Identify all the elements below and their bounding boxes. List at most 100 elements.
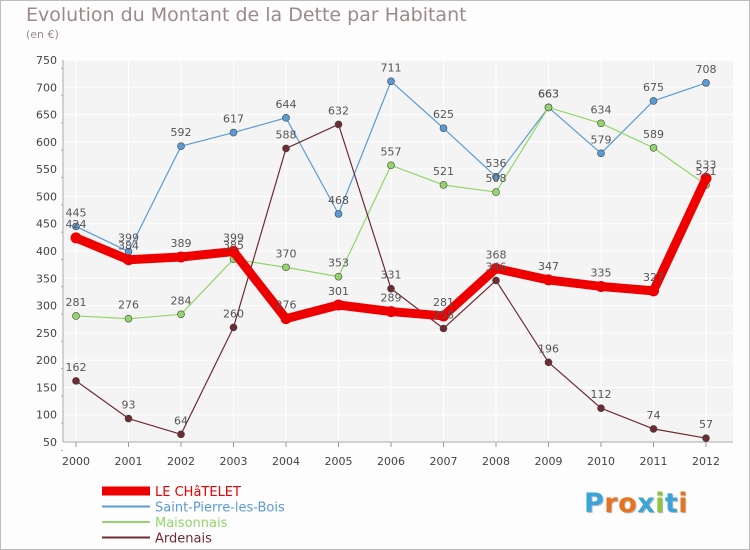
data-label: 327	[643, 271, 664, 284]
y-tick-label: 100	[36, 409, 57, 422]
x-tick-label: 2009	[535, 455, 563, 468]
data-label: 74	[647, 409, 661, 422]
data-label: 162	[66, 361, 87, 374]
data-label: 335	[591, 266, 612, 279]
logo-letter: P	[584, 488, 605, 519]
data-label: 644	[276, 98, 297, 111]
data-label: 284	[171, 294, 192, 307]
data-label: 579	[591, 133, 612, 146]
x-tick-label: 2010	[587, 455, 615, 468]
data-label: 57	[699, 418, 713, 431]
data-label: 675	[643, 81, 664, 94]
data-label: 663	[538, 87, 559, 100]
data-label: 93	[122, 399, 136, 412]
x-tick-label: 2003	[220, 455, 248, 468]
data-label: 445	[66, 206, 87, 219]
data-label: 424	[66, 218, 87, 231]
data-point	[333, 299, 344, 311]
data-label: 521	[696, 165, 717, 178]
proxiti-logo: Proxiti	[584, 488, 688, 519]
logo-letter: i	[655, 488, 665, 519]
data-label: 385	[223, 239, 244, 252]
x-tick-label: 2006	[377, 455, 405, 468]
y-tick-label: 600	[36, 136, 57, 149]
y-tick-label: 300	[36, 300, 57, 313]
data-point	[490, 262, 502, 274]
x-tick-label: 2007	[430, 455, 458, 468]
data-point	[597, 404, 605, 412]
data-point	[439, 324, 448, 333]
y-tick-label: 200	[36, 354, 57, 367]
data-label: 276	[118, 299, 139, 312]
y-tick-label: 450	[36, 218, 57, 231]
logo-letter: i	[678, 488, 689, 519]
data-point	[282, 263, 290, 272]
data-label: 347	[538, 260, 559, 273]
data-point	[229, 128, 238, 137]
data-point	[544, 358, 553, 367]
data-point	[123, 254, 134, 266]
legend-label: Maisonnais	[155, 516, 228, 531]
data-point	[649, 97, 658, 105]
y-tick-label: 50	[43, 436, 57, 449]
y-tick-label: 500	[36, 190, 57, 203]
data-label: 588	[276, 128, 297, 141]
data-label: 708	[696, 63, 717, 76]
y-tick-label: 350	[36, 272, 57, 285]
data-point	[177, 310, 185, 319]
legend-label: Saint-Pierre-les-Bois	[155, 501, 285, 516]
data-label: 346	[486, 260, 507, 273]
data-point	[282, 144, 290, 153]
data-point	[543, 274, 554, 286]
data-point	[334, 210, 343, 218]
data-point	[70, 232, 82, 244]
chart-title: Evolution du Montant de la Dette par Hab…	[26, 4, 467, 26]
data-point	[648, 285, 659, 297]
y-tick-label: 650	[36, 109, 57, 122]
data-point	[72, 222, 80, 231]
data-label: 557	[381, 145, 402, 158]
y-tick-label: 550	[36, 163, 57, 176]
data-label: 368	[486, 248, 507, 261]
data-point	[387, 161, 395, 170]
x-tick-label: 2002	[167, 455, 195, 468]
data-point	[595, 280, 607, 292]
data-label: 536	[486, 157, 507, 170]
data-label: 384	[118, 240, 139, 253]
data-label: 389	[171, 237, 192, 250]
logo-letter: o	[618, 488, 638, 519]
data-label: 399	[118, 232, 139, 245]
data-point	[492, 276, 500, 285]
data-point	[175, 251, 187, 263]
data-label: 592	[171, 126, 192, 139]
data-point	[228, 246, 239, 258]
data-label: 260	[223, 307, 244, 320]
data-label: 521	[433, 165, 454, 178]
chart-subtitle: (en €)	[26, 28, 59, 41]
data-point	[282, 114, 290, 122]
data-point	[700, 172, 712, 184]
data-point	[702, 434, 710, 442]
data-label: 625	[433, 108, 454, 121]
data-label: 281	[433, 296, 454, 309]
data-label: 112	[591, 388, 612, 401]
data-label: 617	[223, 113, 244, 126]
data-point	[492, 172, 500, 181]
data-label: 289	[381, 292, 402, 305]
x-tick-label: 2008	[482, 455, 510, 468]
data-label: 370	[276, 247, 297, 260]
logo-letter: r	[604, 488, 619, 519]
data-point	[72, 312, 80, 320]
y-tick-label: 150	[36, 381, 57, 394]
data-point	[492, 188, 500, 196]
data-point	[334, 272, 343, 281]
data-label: 64	[174, 414, 188, 427]
legend-label: LE CHâTELET	[155, 485, 241, 500]
data-label: 589	[643, 128, 664, 141]
data-point	[597, 149, 605, 158]
data-label: 632	[328, 104, 349, 117]
data-label: 276	[276, 299, 297, 312]
data-point	[597, 119, 605, 128]
data-label: 196	[538, 342, 559, 355]
